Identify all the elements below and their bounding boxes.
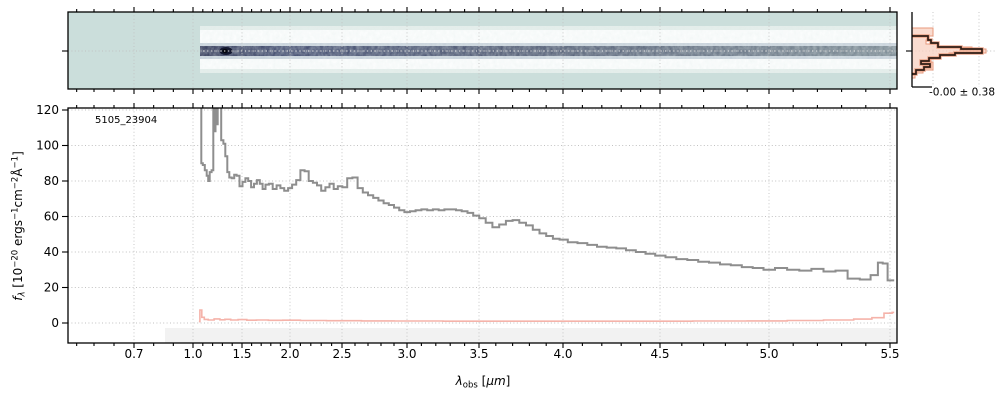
- x-tick-label: 4.0: [553, 347, 572, 361]
- y-tick-label: 0: [51, 316, 59, 330]
- x-tick-label: 5.5: [880, 347, 899, 361]
- x-tick-label: 3.0: [397, 347, 416, 361]
- x-tick-label: 1.0: [183, 347, 202, 361]
- y-tick-label: 40: [44, 245, 59, 259]
- x-tick-labels: 0.7 1.0 1.5 2.0 2.5 3.0 3.5 4.0 4.5 5.0 5.5: [124, 347, 899, 361]
- y-label-exp3: −1: [11, 156, 21, 169]
- y-label-close: ]: [11, 151, 25, 156]
- hist-residual-line: [912, 35, 983, 75]
- band-noise: [200, 26, 897, 73]
- coverage-patch: [165, 328, 897, 343]
- y-label-exp1: −1: [11, 207, 21, 220]
- residual-histogram-panel: -0.00 ± 0.38: [906, 12, 995, 99]
- y-label-cm: cm: [11, 189, 25, 207]
- y-label-ergs: ergs: [11, 220, 25, 250]
- y-tick-label: 100: [36, 139, 59, 153]
- y-tick-label: 80: [44, 174, 59, 188]
- object-id-label: 5105_23904: [95, 115, 157, 126]
- x-tick-label: 1.5: [232, 347, 251, 361]
- flux-line: [200, 108, 895, 282]
- spec1d-gridlines: [68, 108, 897, 343]
- y-label-exp20: −20: [11, 250, 21, 268]
- y-label-open: [10: [11, 268, 25, 292]
- spec2d-cutout: [200, 26, 897, 73]
- spec1d-spines: [67, 107, 898, 344]
- x-label-lambda: λ: [455, 374, 463, 388]
- spec2d-ticks: [76, 7, 891, 94]
- hist-stats-annotation: -0.00 ± 0.38: [929, 87, 995, 99]
- x-tick-label: 2.5: [332, 347, 351, 361]
- x-tick-label: 4.5: [650, 347, 669, 361]
- spectrum-1d-panel: 0.7 1.0 1.5 2.0 2.5 3.0 3.5 4.0 4.5 5.0 5.5 0 20 40 6…: [10, 103, 900, 391]
- x-tick-label: 0.7: [124, 347, 143, 361]
- x-label-unit: μm: [485, 374, 505, 388]
- spec1d-ticks: [62, 103, 891, 348]
- y-tick-label: 120: [36, 103, 59, 117]
- y-label-lambda-sub: λ: [18, 292, 28, 298]
- x-tick-label: 2.0: [280, 347, 299, 361]
- y-axis-label: fλ [10−20 ergs−1cm−2Å−1]: [10, 151, 28, 301]
- spectrum-2d-panel: [62, 7, 898, 94]
- spec2d-trace-band: [200, 26, 897, 73]
- y-tick-label: 20: [44, 281, 59, 295]
- x-label-sub: obs: [463, 381, 479, 391]
- y-label-f: f: [11, 295, 25, 301]
- x-axis-label: λobs [μm]: [455, 374, 511, 391]
- y-tick-label: 60: [44, 210, 59, 224]
- x-tick-label: 5.0: [759, 347, 778, 361]
- x-label-bracket-close: ]: [506, 374, 511, 388]
- x-tick-label: 3.5: [469, 347, 488, 361]
- spec1d-background: [68, 108, 897, 343]
- uncertainty-line: [198, 309, 895, 323]
- spec1d-data: [198, 108, 895, 323]
- x-label-bracket: [: [478, 374, 487, 388]
- y-tick-labels: 0 20 40 60 80 100 120: [36, 103, 59, 330]
- y-label-exp2: −2: [11, 177, 21, 190]
- y-label-angstrom: Å: [10, 168, 25, 177]
